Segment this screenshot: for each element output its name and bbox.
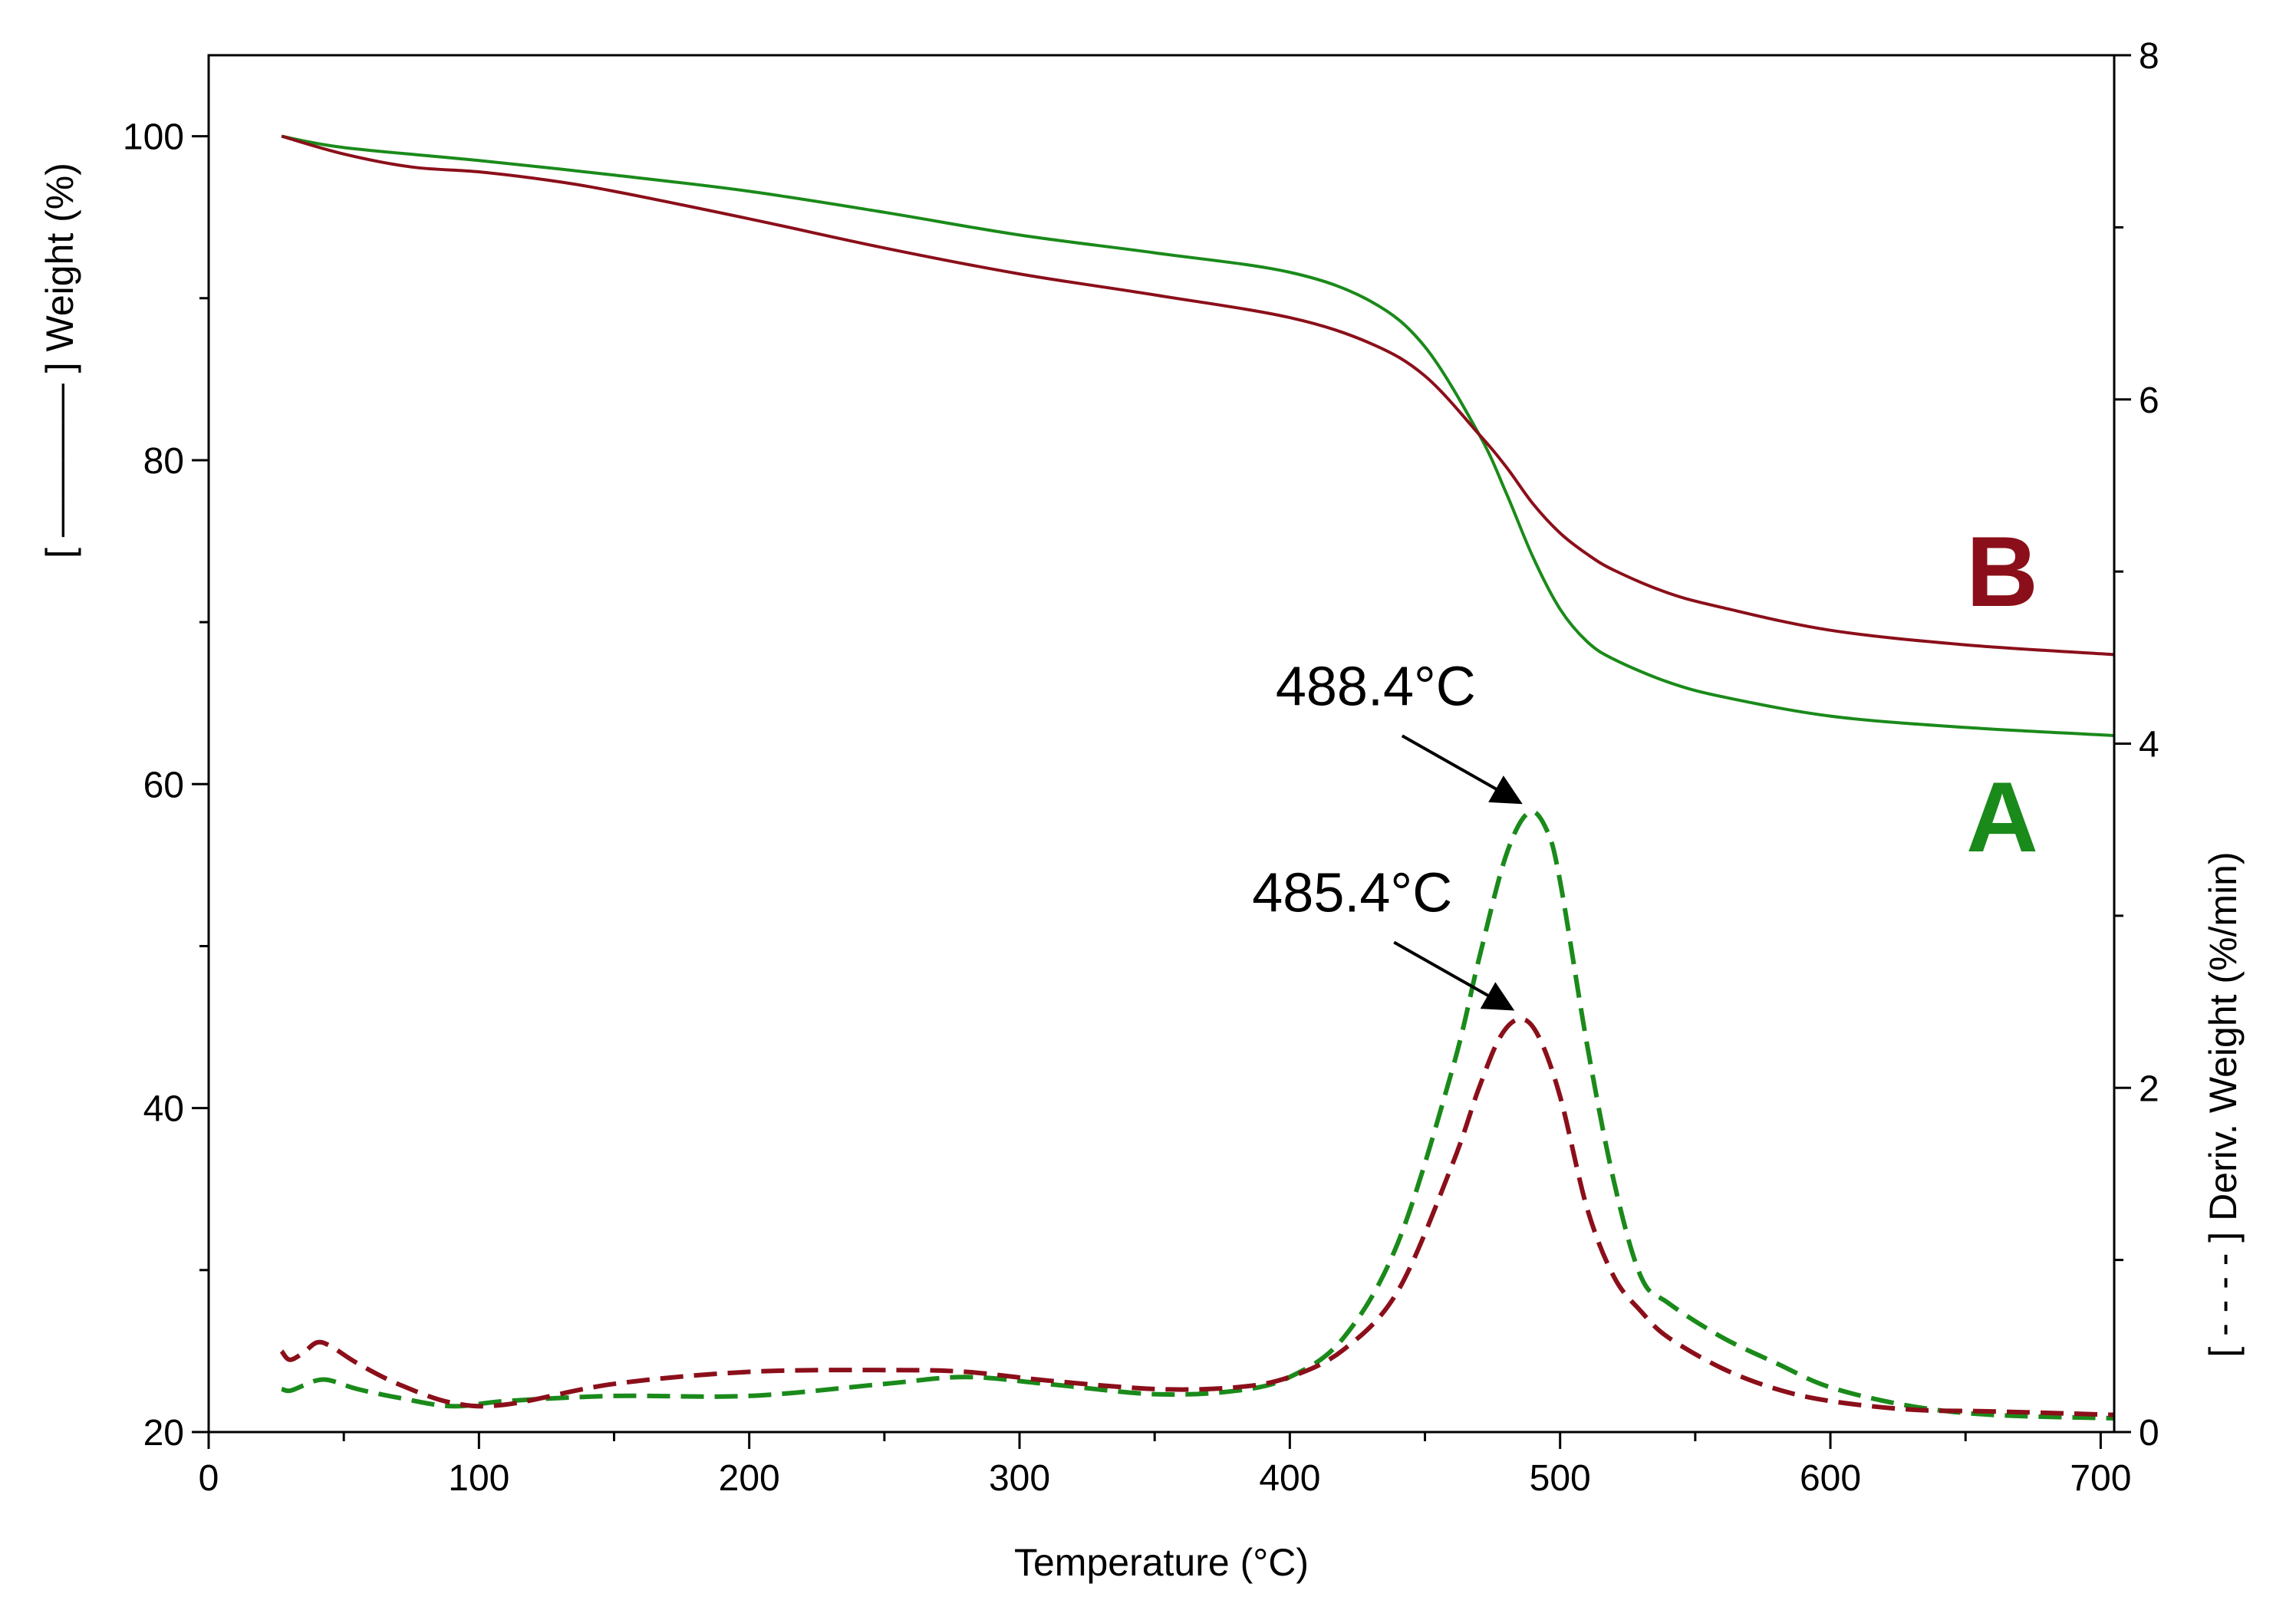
peak-annotation-arrow (1401, 734, 1523, 805)
a-weight-curve (281, 134, 2115, 737)
curve-label-a: A (1966, 761, 2038, 873)
y-left-tick-label: 100 (123, 117, 184, 158)
y-left-tick-label: 80 (143, 441, 184, 482)
y-axis-right-title: [ - - - - ] Deriv. Weight (%/min) (2202, 851, 2245, 1357)
y-right-tick-label: 2 (2139, 1068, 2159, 1109)
x-tick-label: 400 (1259, 1458, 1320, 1499)
x-tick-label: 500 (1530, 1458, 1591, 1499)
x-tick-label: 600 (1800, 1458, 1861, 1499)
peak-annotation-label: 485.4°C (1252, 863, 1452, 924)
b-weight-curve (281, 134, 2115, 657)
y-left-tick-label: 20 (143, 1413, 184, 1454)
peak-annotation-label: 488.4°C (1276, 656, 1476, 717)
x-axis-title: Temperature (°C) (1014, 1541, 1309, 1584)
x-tick-label: 100 (448, 1458, 509, 1499)
b-deriv-curve (279, 1016, 2115, 1417)
x-tick-label: 300 (989, 1458, 1050, 1499)
x-tick-label: 700 (2070, 1458, 2131, 1499)
y-right-tick-label: 6 (2139, 380, 2159, 421)
a-deriv-curve (281, 809, 2115, 1421)
series-layer (279, 134, 2115, 1421)
peak-annotation-arrow (1393, 940, 1515, 1011)
y-right-tick-label: 8 (2139, 36, 2159, 77)
x-tick-label: 0 (199, 1458, 219, 1499)
ticks-layer: 0 100 200 300 400 500 600 700 20 40 60 80 100 0 2 4 6 8 (123, 36, 2159, 1499)
y-left-tick-label: 40 (143, 1089, 184, 1130)
curve-label-b: B (1966, 515, 2038, 627)
plot-frame (207, 54, 2116, 1434)
y-right-tick-label: 4 (2139, 725, 2159, 765)
annotations-layer: 488.4°C 485.4°C B A (1252, 515, 2038, 1011)
y-right-tick-label: 0 (2139, 1413, 2159, 1454)
y-left-tick-label: 60 (143, 765, 184, 805)
y-axis-left-title: [ ———— ] Weight (%) (38, 163, 81, 558)
axes-layer (207, 54, 2116, 1434)
x-tick-label: 200 (719, 1458, 780, 1499)
